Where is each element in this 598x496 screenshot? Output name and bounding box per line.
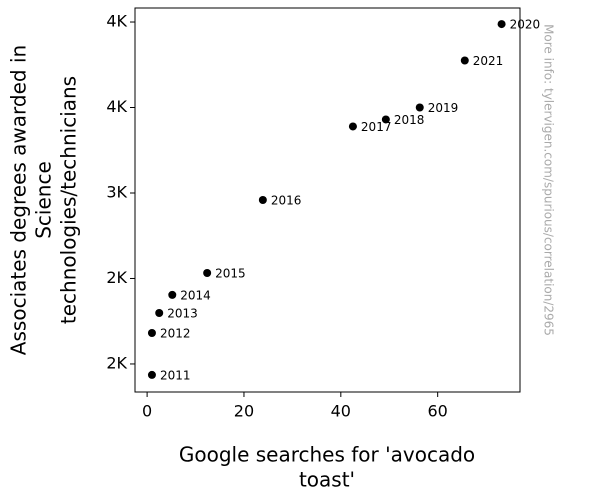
point xyxy=(415,103,424,112)
point-label: 2014 xyxy=(180,288,211,302)
y-tick-label: 2K xyxy=(106,268,127,287)
point-label: 2015 xyxy=(215,267,246,281)
point-label: 2019 xyxy=(428,101,459,115)
point-label: 2021 xyxy=(473,54,504,68)
point-label: 2013 xyxy=(167,307,198,321)
x-tick-label: 20 xyxy=(234,402,254,421)
point xyxy=(497,20,506,29)
point xyxy=(168,290,177,299)
point xyxy=(381,115,390,124)
y-axis-label: technologies/technicians xyxy=(57,76,81,324)
side-note: More info: tylervigen.com/spurious/corre… xyxy=(542,24,556,336)
point xyxy=(460,56,469,65)
point-label: 2011 xyxy=(160,368,191,382)
point xyxy=(203,269,212,278)
point xyxy=(348,122,357,131)
y-tick-label: 2K xyxy=(106,353,127,372)
x-tick-label: 0 xyxy=(142,402,152,421)
point-label: 2018 xyxy=(394,113,425,127)
y-tick-label: 3K xyxy=(106,182,127,201)
plot-frame xyxy=(134,7,521,393)
y-tick-label: 4K xyxy=(106,97,127,116)
y-axis-label: Science xyxy=(32,161,56,239)
point-label: 2020 xyxy=(510,18,541,32)
point xyxy=(258,196,267,204)
point xyxy=(147,370,156,379)
y-axis-label: Associates degrees awarded in xyxy=(7,45,31,355)
y-tick-label: 4K xyxy=(106,12,127,31)
point-label: 2012 xyxy=(160,327,191,341)
point xyxy=(155,309,164,318)
x-tick-label: 60 xyxy=(427,402,447,421)
x-axis-label: Google searches for 'avocado xyxy=(179,443,475,467)
point xyxy=(147,329,156,338)
x-tick-label: 40 xyxy=(331,402,351,421)
point-label: 2016 xyxy=(271,194,302,208)
point-label: 2017 xyxy=(361,120,392,134)
x-axis-label: toast' xyxy=(299,468,355,492)
